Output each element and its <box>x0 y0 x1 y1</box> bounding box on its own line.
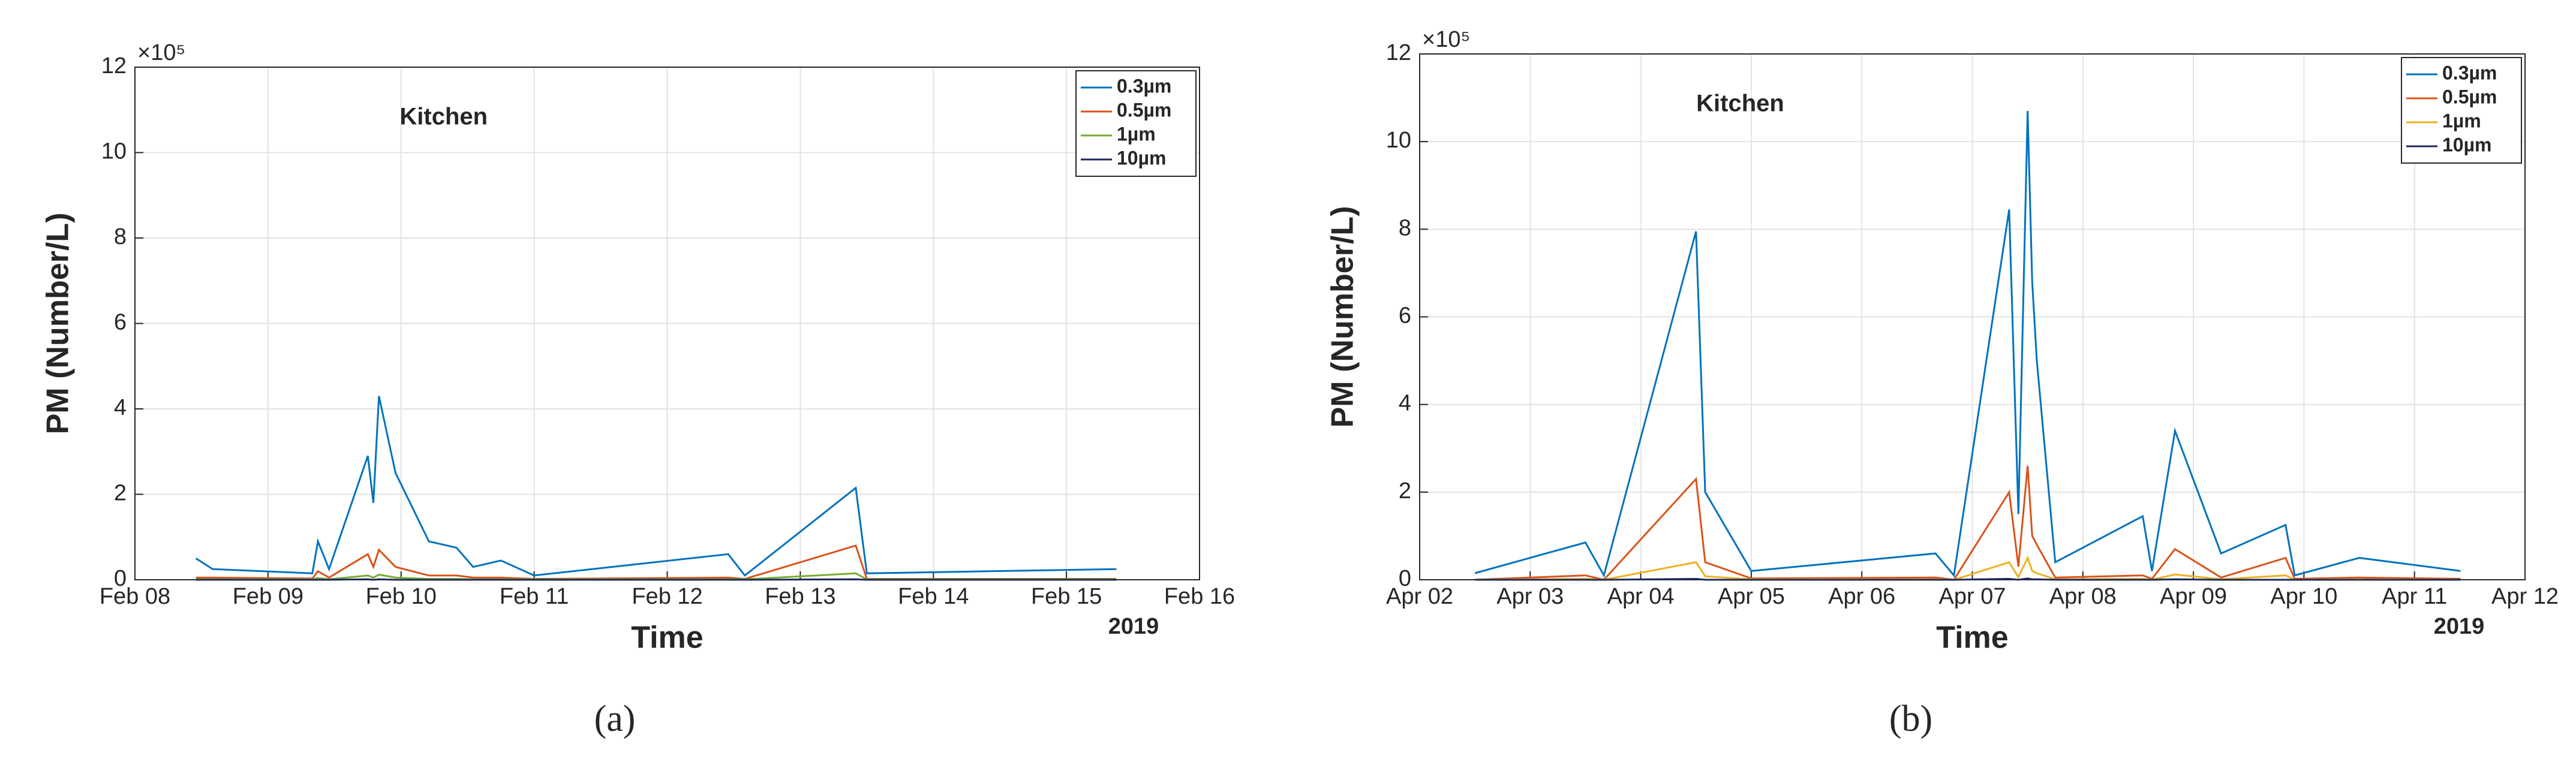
x-tick-label: Feb 10 <box>366 584 437 609</box>
data-line <box>196 578 1117 581</box>
x-tick-label: Apr 04 <box>1607 584 1675 609</box>
y-tick-label: 0 <box>1399 566 1411 591</box>
x-tick-label: Feb 11 <box>500 584 569 609</box>
y-tick-label: 10 <box>1386 128 1411 153</box>
y-tick-label: 0 <box>114 566 127 591</box>
x-tick-label: Feb 12 <box>632 584 702 609</box>
x-tick-label: Apr 08 <box>2049 584 2117 609</box>
x-tick-label: Apr 02 <box>1386 584 1453 609</box>
y-axis-label: PM (Number/L) <box>1325 206 1360 428</box>
x-tick-label: Apr 09 <box>2160 584 2227 609</box>
x-axis-label: Time <box>1936 621 2008 655</box>
data-line <box>1475 577 2461 581</box>
x-tick-label: Apr 11 <box>2382 584 2447 609</box>
caption: (b) <box>1889 698 1932 739</box>
y-tick-label: 4 <box>1399 391 1411 416</box>
legend-label: 0.3µm <box>2442 62 2497 83</box>
y-scale-label: ×10⁵ <box>137 40 185 65</box>
x-tick-label: Apr 05 <box>1718 584 1785 609</box>
y-tick-label: 6 <box>114 310 127 335</box>
y-tick-label: 8 <box>114 224 127 249</box>
x-tick-label: Apr 10 <box>2270 584 2337 609</box>
year-label: 2019 <box>2434 614 2485 639</box>
y-tick-label: 6 <box>1399 303 1411 329</box>
data-line <box>1474 110 2461 578</box>
y-axis-label: PM (Number/L) <box>41 213 76 435</box>
legend-label: 10µm <box>1117 147 1166 168</box>
y-tick-label: 12 <box>101 53 127 79</box>
x-tick-label: Feb 13 <box>765 584 835 609</box>
x-tick-label: Feb 16 <box>1164 584 1235 609</box>
y-tick-label: 8 <box>1399 215 1411 240</box>
legend-label: 10µm <box>2442 134 2491 155</box>
data-line <box>1475 555 2461 581</box>
y-scale-label: ×10⁵ <box>1422 27 1470 52</box>
x-tick-label: Feb 15 <box>1031 584 1102 609</box>
year-label: 2019 <box>1108 614 1159 639</box>
y-tick-label: 12 <box>1386 40 1411 65</box>
x-axis-label: Time <box>631 621 703 655</box>
legend-label: 1µm <box>2442 110 2481 131</box>
x-tick-label: Feb 09 <box>233 584 303 609</box>
caption: (a) <box>594 698 636 739</box>
chart-title: Kitchen <box>399 104 488 130</box>
y-tick-label: 2 <box>1399 478 1411 504</box>
legend-label: 0.5µm <box>2442 86 2497 107</box>
x-tick-label: Apr 03 <box>1496 584 1564 609</box>
legend-label: 0.3µm <box>1117 75 1171 97</box>
x-tick-label: Feb 14 <box>898 584 969 609</box>
y-tick-label: 4 <box>114 395 127 420</box>
chart-title: Kitchen <box>1696 91 1784 117</box>
x-tick-label: Apr 06 <box>1828 584 1895 609</box>
x-tick-label: Apr 07 <box>1939 584 2006 609</box>
legend-label: 0.5µm <box>1117 99 1171 121</box>
legend-label: 1µm <box>1117 123 1156 144</box>
data-line <box>1475 465 2461 581</box>
data-line <box>195 396 1117 577</box>
x-tick-label: Feb 08 <box>100 584 170 609</box>
x-tick-label: Apr 12 <box>2491 584 2559 609</box>
y-tick-label: 10 <box>101 139 127 164</box>
y-tick-label: 2 <box>114 481 127 506</box>
